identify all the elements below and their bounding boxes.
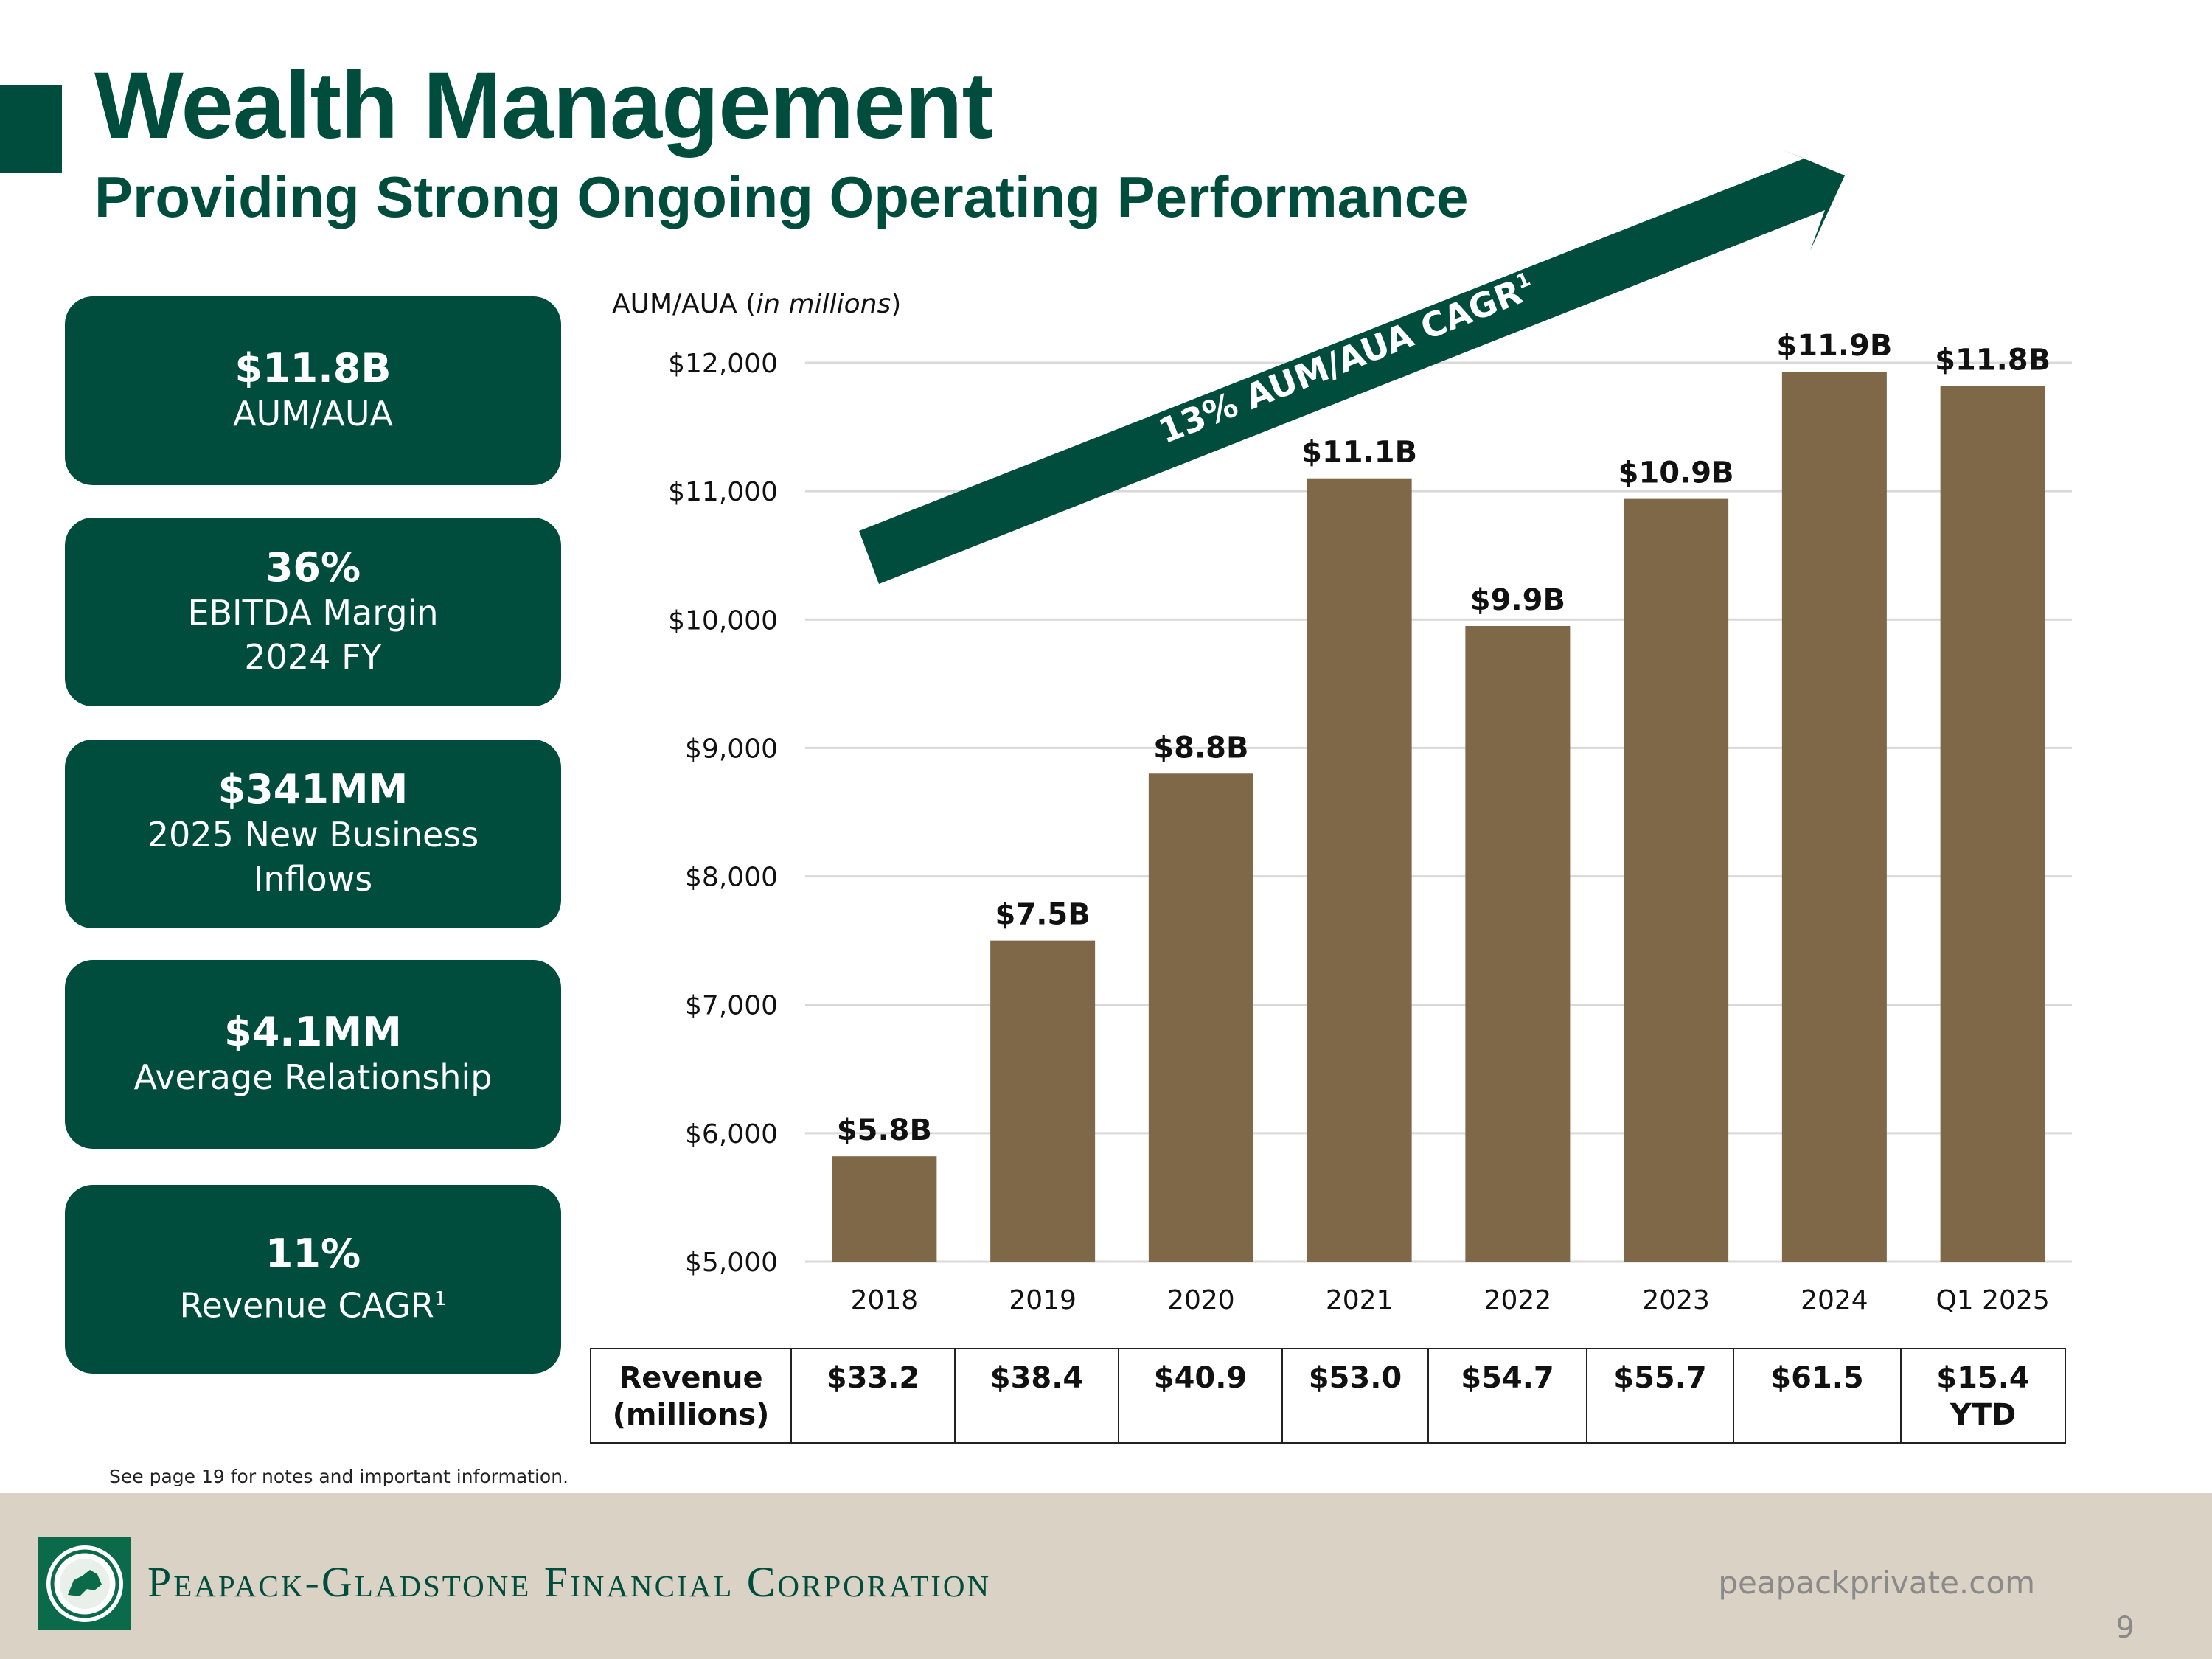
bar-data-label: $8.8B — [1153, 731, 1248, 765]
kpi-label: 2025 New Business — [147, 815, 479, 855]
x-tick-label: 2022 — [1484, 1285, 1552, 1315]
kpi-label: AUM/AUA — [233, 394, 393, 434]
kpi-label: 2024 FY — [244, 637, 382, 677]
x-tick-label: Q1 2025 — [1935, 1285, 2049, 1315]
y-tick-label: $10,000 — [668, 605, 778, 636]
revenue-cell-2024: $61.5 — [1733, 1348, 1902, 1444]
bar-data-label: $11.1B — [1301, 436, 1417, 470]
x-tick-label: 2019 — [1009, 1285, 1077, 1315]
aum-bar-chart: AUM/AUA (in millions) $5,000 $6,000 $7,000… — [612, 145, 2072, 1315]
bar-data-label: $7.5B — [995, 898, 1091, 932]
bar-data-label: $5.8B — [837, 1113, 932, 1147]
kpi-value: $11.8B — [234, 345, 392, 392]
kpi-label: EBITDA Margin — [187, 593, 439, 633]
revenue-cell-2021: $53.0 — [1281, 1348, 1429, 1444]
y-tick-label: $5,000 — [685, 1248, 778, 1278]
y-tick-label: $9,000 — [685, 734, 778, 764]
page-title: Wealth Management — [94, 53, 993, 159]
kpi-label-text: Revenue CAGR — [179, 1285, 434, 1326]
bar-data-label: $10.9B — [1618, 456, 1734, 490]
chart-title-italic: in millions — [756, 289, 891, 319]
cagr-annotation-main: 13% AUM/AUA CAGR — [1153, 272, 1528, 451]
kpi-value: 36% — [265, 544, 361, 591]
kpi-card-new-business: $341MM 2025 New Business Inflows — [65, 740, 561, 928]
footer-url[interactable]: peapackprivate.com — [1718, 1565, 2035, 1601]
cagr-annotation-text: 13% AUM/AUA CAGR1 — [1153, 267, 1540, 451]
bar-2022 — [1465, 625, 1571, 1262]
kpi-card-ebitda: 36% EBITDA Margin 2024 FY — [65, 518, 561, 706]
kpi-card-aum: $11.8B AUM/AUA — [65, 296, 561, 485]
kpi-label: Inflows — [253, 859, 373, 899]
kpi-card-relationship: $4.1MM Average Relationship — [65, 960, 561, 1149]
bar-2019 — [990, 940, 1096, 1262]
y-tick-label: $8,000 — [685, 863, 778, 893]
kpi-value: $341MM — [218, 766, 408, 813]
kpi-label: Average Relationship — [133, 1057, 493, 1097]
title-accent-bar — [0, 85, 62, 173]
bar-2020 — [1148, 773, 1253, 1262]
kpi-card-revenue-cagr: 11% Revenue CAGR1 — [65, 1185, 561, 1374]
kpi-value: $4.1MM — [224, 1009, 402, 1055]
revenue-header-cell: Revenue (millions) — [590, 1348, 792, 1444]
bar-2024 — [1781, 372, 1887, 1262]
y-tick-label: $6,000 — [685, 1119, 778, 1150]
y-tick-label: $11,000 — [668, 477, 778, 507]
y-axis-tick-labels: $5,000 $6,000 $7,000 $8,000 $9,000 $10,000 $11… — [668, 349, 778, 1278]
revenue-cell-2022: $54.7 — [1427, 1348, 1587, 1444]
x-tick-label: 2023 — [1642, 1285, 1710, 1315]
bar-data-label: $11.9B — [1776, 329, 1892, 363]
bar-q1-2025 — [1940, 386, 2045, 1262]
company-seal-logo — [38, 1537, 131, 1630]
footnote: See page 19 for notes and important info… — [109, 1466, 569, 1487]
revenue-cell-2020: $40.9 — [1118, 1348, 1283, 1444]
company-name: Peapack-Gladstone Financial Corporation — [147, 1558, 992, 1606]
revenue-cell-2023: $55.7 — [1586, 1348, 1734, 1444]
bar-2021 — [1307, 478, 1412, 1262]
bar-data-labels: $5.8B $7.5B $8.8B $11.1B $9.9B $10.9B $11.9B $1… — [837, 329, 2051, 1147]
page-subtitle: Providing Strong Ongoing Operating Perfo… — [94, 164, 1469, 229]
x-axis-tick-labels: 2018 2019 2020 2021 2022 2023 2024 Q1 2025 — [851, 1285, 2050, 1315]
kpi-label: Revenue CAGR1 — [180, 1277, 447, 1327]
bar-2023 — [1624, 498, 1729, 1262]
bars — [832, 372, 2045, 1262]
footer-band — [0, 1493, 2212, 1659]
x-tick-label: 2020 — [1167, 1285, 1235, 1315]
seal-icon — [38, 1537, 131, 1630]
y-tick-label: $12,000 — [668, 349, 778, 379]
y-tick-label: $7,000 — [685, 991, 778, 1021]
revenue-cell-q1-2025: $15.4 YTD — [1900, 1348, 2066, 1444]
revenue-table: Revenue (millions) $33.2 $38.4 $40.9 $53… — [590, 1348, 2066, 1444]
chart-title-end: ) — [891, 289, 901, 319]
footnote-marker: 1 — [434, 1287, 447, 1310]
bar-data-label: $11.8B — [1935, 343, 2051, 377]
x-tick-label: 2018 — [851, 1285, 919, 1315]
revenue-cell-2018: $33.2 — [790, 1348, 956, 1444]
revenue-row: Revenue (millions) $33.2 $38.4 $40.9 $53… — [590, 1348, 2066, 1444]
bar-data-label: $9.9B — [1470, 583, 1565, 617]
x-tick-label: 2024 — [1801, 1285, 1868, 1315]
x-tick-label: 2021 — [1326, 1285, 1394, 1315]
revenue-cell-2019: $38.4 — [954, 1348, 1119, 1444]
kpi-value: 11% — [265, 1230, 361, 1277]
arrow-shape — [859, 145, 1845, 584]
chart-title: AUM/AUA (in millions) — [612, 289, 901, 319]
page-number: 9 — [2115, 1611, 2135, 1645]
bar-2018 — [832, 1156, 937, 1262]
chart-title-main: AUM/AUA ( — [612, 289, 756, 319]
